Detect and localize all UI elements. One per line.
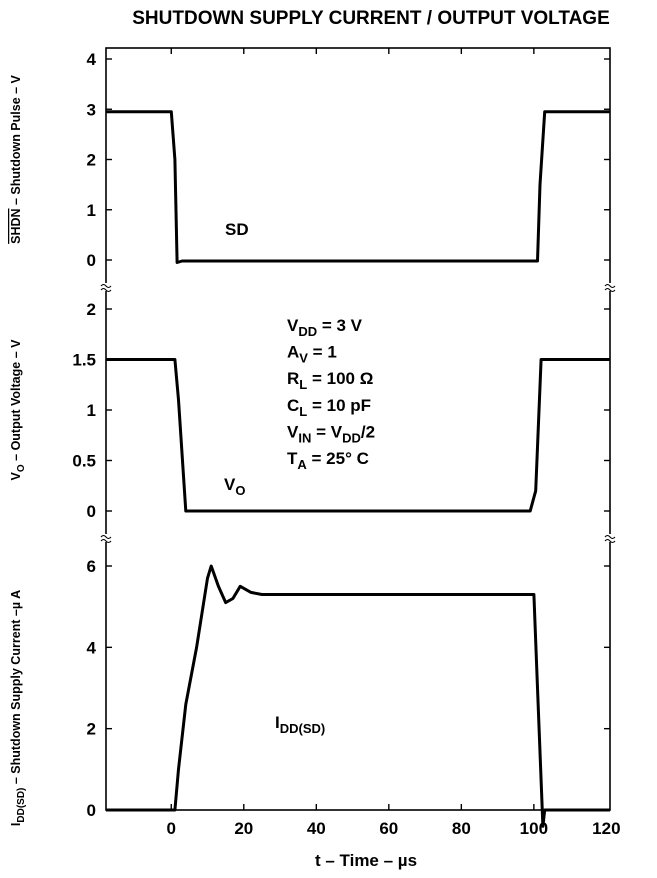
plot-frame — [100, 47, 616, 811]
series-line-vo — [106, 358, 610, 513]
condition-line: VIN = VDD/2 — [287, 422, 375, 445]
panels: 0 1 2 3 4 SHDN – Shutdown Pulse – V 0 0.5 1 1.5 2 V… — [9, 50, 610, 828]
y-tick-label: 1 — [87, 401, 96, 420]
axis-break-mark — [100, 535, 112, 543]
y-tick-label: 2 — [87, 720, 96, 739]
plot-border — [105, 47, 611, 811]
condition-line-rest: = 25° C — [307, 449, 369, 468]
x-tick-label: 100 — [520, 819, 548, 838]
annotation-sd: SD — [225, 220, 249, 239]
y-label-sub: DD(SD) — [16, 788, 27, 823]
y-label-sub: O — [16, 464, 27, 472]
condition-line-rest: = 3 V — [317, 316, 363, 335]
y-label-overline: SHDN — [9, 208, 23, 243]
condition-line-main: V — [287, 422, 299, 441]
condition-line: VDD = 3 V — [287, 316, 363, 339]
condition-line-sub: IN — [298, 430, 311, 445]
y-tick-label: 1.5 — [72, 351, 96, 370]
x-tick-label: 80 — [452, 819, 471, 838]
axis-break-mark — [604, 535, 616, 543]
series-line-shdn — [106, 110, 610, 264]
x-tick-label: 120 — [592, 819, 620, 838]
condition-line-sub: L — [299, 377, 307, 392]
condition-line: AV = 1 — [287, 343, 337, 366]
condition-line-sub: DD — [298, 324, 317, 339]
y-tick-label: 6 — [87, 557, 96, 576]
y-tick-label: 4 — [87, 50, 97, 69]
condition-line-rest: = 10 pF — [307, 396, 371, 415]
condition-line-rest2: /2 — [361, 422, 375, 441]
y-tick-label: 4 — [87, 638, 97, 657]
axis-break-gap — [101, 534, 111, 542]
axis-break-gap — [605, 283, 615, 291]
chart-title: SHUTDOWN SUPPLY CURRENT / OUTPUT VOLTAGE — [132, 8, 610, 29]
x-tick-label: 20 — [234, 819, 253, 838]
y-label-main: V — [9, 471, 23, 480]
x-tick-label: 60 — [379, 819, 398, 838]
condition-line-rest: = 1 — [308, 343, 337, 362]
y-axis-label-shdn: SHDN – Shutdown Pulse – V — [9, 74, 23, 243]
axis-break-gap — [101, 283, 111, 291]
annotation-vo-main: V — [224, 475, 236, 494]
condition-line-sub: V — [299, 351, 308, 366]
condition-line-rest: = V — [311, 422, 342, 441]
annotation-vo-sub: O — [235, 483, 245, 498]
annotation-idd-main: I — [275, 713, 280, 732]
condition-line-sub: L — [299, 404, 307, 419]
y-tick-label: 0 — [87, 251, 96, 270]
condition-line-main: C — [287, 396, 299, 415]
condition-line-main: A — [287, 343, 299, 362]
condition-line-sub: A — [297, 457, 307, 472]
y-axis-label-vo: VO – Output Voltage – V — [9, 339, 27, 481]
y-label-main: I — [9, 823, 23, 826]
conditions-background — [282, 312, 448, 470]
y-label-rest: – Output Voltage – V — [9, 339, 23, 464]
y-tick-label: 2 — [87, 300, 96, 319]
y-tick-label: 3 — [87, 100, 96, 119]
condition-line: CL = 10 pF — [287, 396, 371, 419]
condition-line-sub2: DD — [342, 430, 361, 445]
condition-line-main: T — [287, 449, 298, 468]
condition-line-rest: = 100 Ω — [307, 369, 373, 388]
series-line-idd — [106, 564, 610, 828]
y-label-rest: – Shutdown Supply Current –µ A — [9, 590, 23, 788]
condition-line: RL = 100 Ω — [287, 369, 373, 392]
y-tick-label: 1 — [87, 201, 96, 220]
annotation-idd: IDD(SD) — [275, 713, 325, 736]
condition-line-main: R — [287, 369, 299, 388]
condition-line: TA = 25° C — [287, 449, 369, 472]
x-axis: 0 20 40 60 80 100 120 — [167, 48, 621, 838]
condition-line-main: V — [287, 316, 299, 335]
y-axis-label-idd: IDD(SD) – Shutdown Supply Current –µ A — [9, 590, 27, 826]
axis-break-mark — [100, 284, 112, 292]
annotation-idd-sub: DD(SD) — [280, 721, 326, 736]
axis-break-gap — [605, 534, 615, 542]
x-axis-label: t – Time – µs — [315, 851, 417, 870]
axis-break-mark — [604, 284, 616, 292]
y-tick-label: 0 — [87, 801, 96, 820]
x-tick-label: 0 — [167, 819, 176, 838]
y-label-rest: – Shutdown Pulse – V — [9, 74, 23, 208]
x-tick-label: 40 — [307, 819, 326, 838]
annotation-vo: VO — [224, 475, 245, 498]
y-tick-label: 2 — [87, 151, 96, 170]
panel-shdn: 0 1 2 3 4 SHDN – Shutdown Pulse – V — [9, 50, 610, 270]
y-tick-label: 0 — [87, 502, 96, 521]
y-tick-label: 0.5 — [72, 452, 96, 471]
